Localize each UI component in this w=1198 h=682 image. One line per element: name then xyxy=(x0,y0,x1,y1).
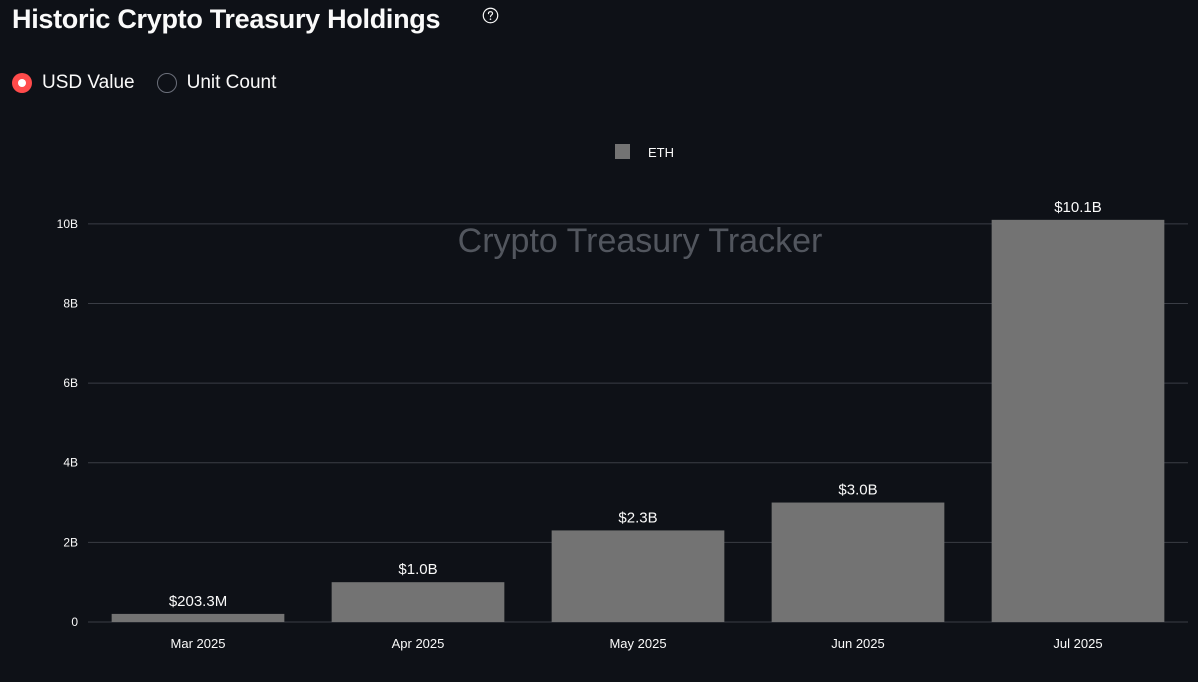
x-tick-label: Mar 2025 xyxy=(171,636,226,651)
chart-header: Historic Crypto Treasury Holdings xyxy=(12,4,441,35)
bar-value-label: $10.1B xyxy=(1054,199,1102,216)
radio-unselected-icon xyxy=(156,73,177,93)
x-tick-label: Jul 2025 xyxy=(1053,636,1102,651)
bar-value-label: $2.3B xyxy=(618,509,657,526)
radio-usd-value[interactable]: USD Value xyxy=(12,72,135,94)
page-title: Historic Crypto Treasury Holdings xyxy=(12,4,441,34)
bar-value-label: $203.3M xyxy=(169,593,227,610)
value-mode-radio-group: USD Value Unit Count xyxy=(12,72,276,94)
bar xyxy=(771,502,945,622)
radio-unit-count[interactable]: Unit Count xyxy=(156,72,277,94)
legend-swatch xyxy=(615,144,630,159)
y-tick-label: 2B xyxy=(63,535,78,549)
y-tick-label: 10B xyxy=(57,217,78,231)
radio-unit-count-label: Unit Count xyxy=(186,72,277,93)
y-tick-label: 8B xyxy=(63,296,78,310)
bar-value-label: $1.0B xyxy=(398,561,437,578)
y-tick-label: 6B xyxy=(63,376,78,390)
bar xyxy=(111,613,285,622)
bar xyxy=(331,582,505,622)
bar-value-label: $3.0B xyxy=(838,482,877,499)
x-tick-label: May 2025 xyxy=(609,636,666,651)
x-tick-label: Apr 2025 xyxy=(392,636,445,651)
y-tick-label: 0 xyxy=(71,615,78,629)
chart-watermark: Crypto Treasury Tracker xyxy=(458,222,823,260)
radio-selected-icon xyxy=(12,73,32,93)
legend-label: ETH xyxy=(648,145,674,160)
bar xyxy=(551,530,725,622)
question-circle-icon[interactable] xyxy=(482,7,499,24)
x-tick-label: Jun 2025 xyxy=(831,636,885,651)
y-tick-label: 4B xyxy=(63,456,78,470)
radio-usd-value-label: USD Value xyxy=(42,72,135,93)
bar xyxy=(991,219,1165,622)
